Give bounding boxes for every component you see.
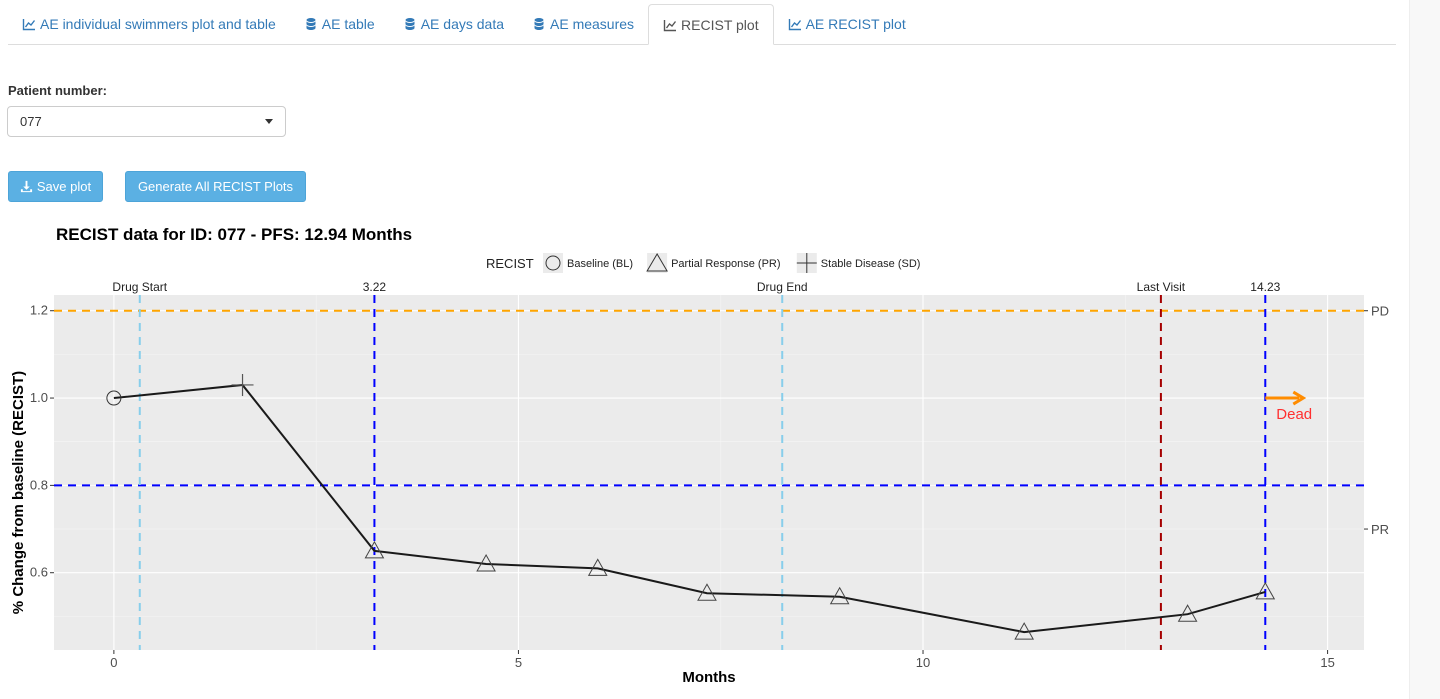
y-axis-title: % Change from baseline (RECIST): [10, 371, 27, 614]
patient-number-select[interactable]: 077: [7, 106, 286, 137]
legend-triangle-icon: [646, 253, 668, 272]
database-icon: [403, 17, 417, 31]
database-icon: [304, 17, 318, 31]
data-point-baseline: [106, 390, 122, 406]
y-tick-label: 0.6: [30, 565, 48, 580]
generate-label: Generate All RECIST Plots: [137, 179, 294, 194]
dead-arrowhead-icon: [1292, 390, 1307, 406]
recist-chart: RECIST data for ID: 077 - PFS: 12.94 Mon…: [10, 225, 1389, 686]
patient-number-label: Patient number:: [8, 83, 107, 98]
line-chart-icon: [22, 17, 36, 31]
tab-label: AE measures: [550, 16, 635, 32]
data-point-partial-response: [1177, 604, 1198, 622]
chart-title: RECIST data for ID: 077 - PFS: 12.94 Mon…: [56, 225, 412, 244]
plot-panel: [54, 295, 1364, 650]
legend-circle-icon: [545, 255, 561, 271]
tab-label: AE individual swimmers plot and table: [40, 16, 276, 32]
chevron-down-icon: [265, 119, 273, 124]
event-line-label: Drug Start: [112, 280, 167, 294]
legend-label: Partial Response (PR): [671, 258, 780, 270]
tab-label: AE table: [321, 16, 375, 32]
legend-cross-icon: [796, 253, 817, 273]
patient-number-value: 077: [20, 114, 42, 129]
tab-label: AE days data: [420, 16, 504, 32]
data-point-partial-response: [476, 553, 496, 572]
event-line-label: Drug End: [757, 280, 808, 294]
x-axis-title: Months: [682, 669, 735, 686]
series-line: [113, 383, 1266, 634]
legend-key: [647, 253, 668, 273]
tab-ae-days-data[interactable]: AE days data: [389, 4, 518, 44]
y-tick-label: 0.8: [30, 477, 48, 492]
right-axis-label: PD: [1371, 304, 1389, 319]
database-icon: [532, 17, 546, 31]
event-line-label: 14.23: [1250, 280, 1280, 294]
x-tick-label: 15: [1320, 655, 1334, 670]
data-point-partial-response: [697, 583, 717, 601]
legend-label: Stable Disease (SD): [821, 258, 921, 270]
data-point-partial-response: [364, 540, 385, 559]
data-point-partial-response: [1014, 622, 1035, 640]
data-point-partial-response: [1255, 581, 1276, 600]
tab-ae-individual-swimmers-plot-and-table[interactable]: AE individual swimmers plot and table: [8, 4, 290, 44]
tab-label: AE RECIST plot: [805, 16, 906, 32]
tab-label: RECIST plot: [681, 16, 759, 33]
event-line-label: 3.22: [363, 280, 387, 294]
generate-all-recist-plots-button[interactable]: Generate All RECIST Plots: [125, 171, 306, 202]
tab-bar: AE individual swimmers plot and table AE …: [8, 4, 1396, 45]
line-chart-icon: [663, 18, 677, 32]
y-tick-label: 1.2: [30, 303, 48, 318]
x-tick-label: 10: [916, 655, 930, 670]
legend-label: Baseline (BL): [567, 258, 633, 270]
data-point-partial-response: [829, 586, 850, 605]
page-scrollbar[interactable]: [1409, 0, 1440, 699]
line-chart-icon: [788, 17, 802, 31]
data-point-stable-disease: [231, 373, 254, 396]
event-line-label: Last Visit: [1137, 280, 1186, 294]
x-tick-label: 0: [110, 655, 117, 670]
right-axis-label: PR: [1371, 522, 1389, 537]
tab-ae-measures[interactable]: AE measures: [518, 4, 648, 44]
tab-recist-plot[interactable]: RECIST plot: [648, 4, 774, 45]
legend-title: RECIST: [486, 256, 534, 271]
download-icon: [20, 180, 32, 193]
x-tick-label: 5: [515, 655, 522, 670]
dead-label: Dead: [1276, 406, 1312, 423]
y-tick-label: 1.0: [30, 390, 48, 405]
tab-ae-table[interactable]: AE table: [290, 4, 389, 44]
save-plot-button[interactable]: Save plot: [8, 171, 103, 202]
save-plot-label: Save plot: [36, 179, 92, 194]
data-point-partial-response: [587, 558, 608, 576]
tab-ae-recist-plot[interactable]: AE RECIST plot: [774, 4, 920, 44]
